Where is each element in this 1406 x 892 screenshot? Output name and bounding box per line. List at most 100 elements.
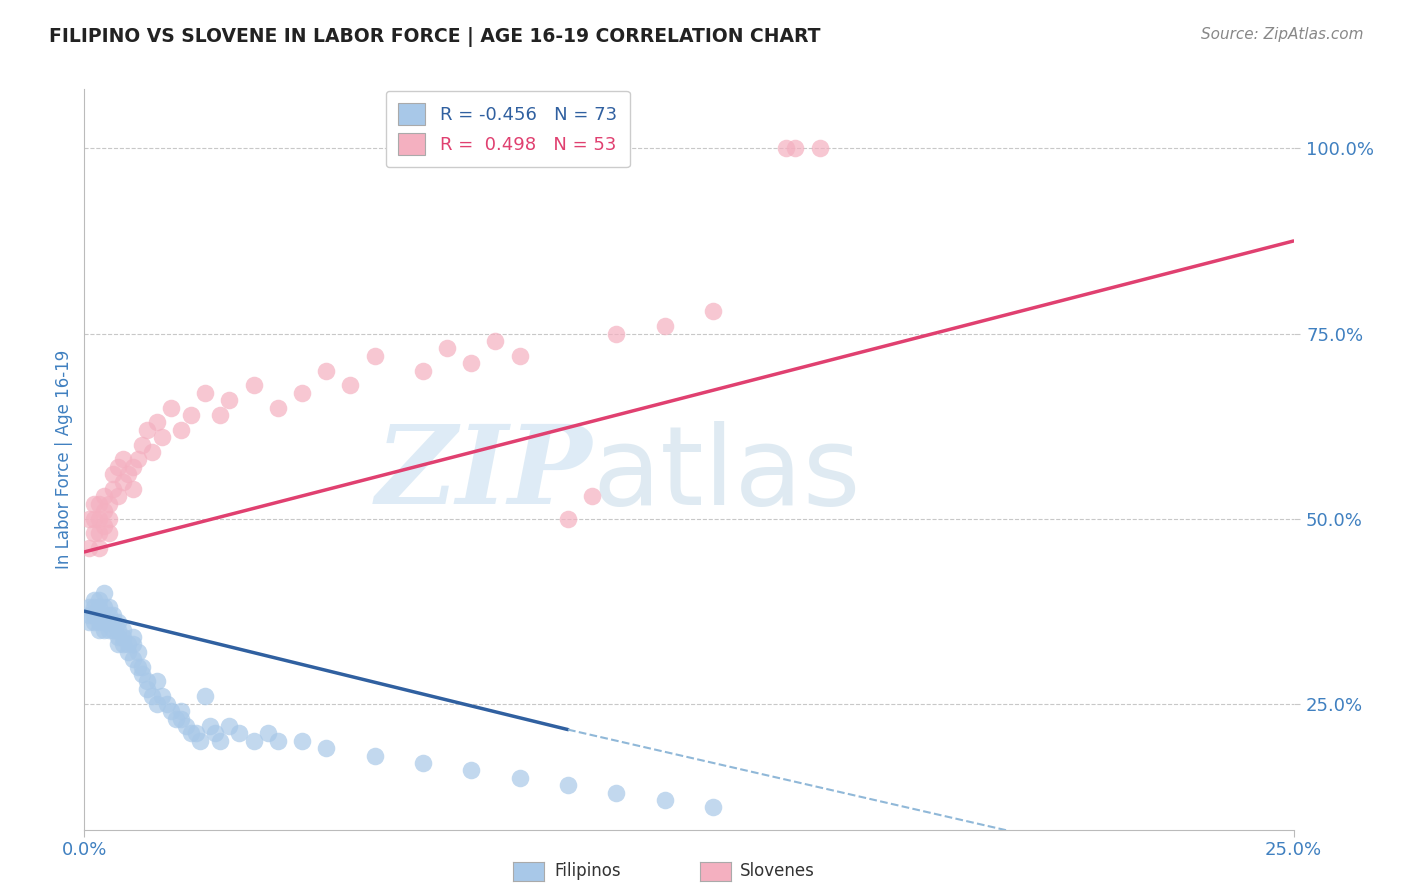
Point [103, 607, 125, 622]
Point [170, 704, 193, 718]
Point [83, 593, 105, 607]
Point [83, 607, 105, 622]
Point [112, 623, 135, 637]
Point [557, 511, 579, 525]
Point [174, 719, 197, 733]
Text: Filipinos: Filipinos [554, 863, 620, 880]
Point [204, 726, 226, 740]
Point [291, 733, 314, 747]
Point [785, 141, 807, 155]
Point [605, 786, 627, 800]
Point [112, 452, 135, 467]
Point [339, 378, 361, 392]
Point [654, 319, 676, 334]
Point [775, 141, 797, 155]
Point [150, 430, 173, 444]
Point [87, 511, 110, 525]
Point [103, 623, 125, 637]
Point [97, 511, 120, 525]
Point [93, 504, 115, 518]
Point [103, 482, 125, 496]
Point [460, 764, 482, 778]
Point [103, 615, 125, 630]
Text: ZIP: ZIP [375, 420, 592, 528]
Point [146, 674, 169, 689]
Point [136, 681, 159, 696]
Point [97, 607, 120, 622]
Point [146, 415, 169, 429]
Point [141, 445, 163, 459]
Text: Slovenes: Slovenes [740, 863, 814, 880]
Point [242, 733, 264, 747]
Point [107, 615, 129, 630]
Point [83, 526, 105, 541]
Point [87, 497, 110, 511]
Point [160, 704, 183, 718]
Point [107, 489, 129, 503]
Point [228, 726, 250, 740]
Point [218, 719, 240, 733]
Point [436, 341, 458, 355]
Point [267, 733, 290, 747]
Point [363, 349, 385, 363]
Point [83, 615, 105, 630]
Point [112, 637, 135, 651]
Point [131, 659, 153, 673]
Point [121, 630, 143, 644]
Point [93, 615, 115, 630]
Point [484, 334, 506, 348]
Point [117, 467, 139, 482]
Point [257, 726, 280, 740]
Point [412, 756, 434, 770]
Point [198, 719, 221, 733]
Point [127, 452, 149, 467]
Point [208, 408, 231, 422]
Point [127, 659, 149, 673]
Point [107, 459, 129, 474]
Point [83, 600, 105, 615]
Point [97, 497, 120, 511]
Point [509, 771, 531, 785]
Point [180, 408, 202, 422]
Point [170, 423, 193, 437]
Point [267, 401, 290, 415]
Point [180, 726, 202, 740]
Text: FILIPINO VS SLOVENE IN LABOR FORCE | AGE 16-19 CORRELATION CHART: FILIPINO VS SLOVENE IN LABOR FORCE | AGE… [49, 27, 821, 46]
Point [165, 712, 187, 726]
Point [93, 623, 115, 637]
Point [808, 141, 831, 155]
Point [107, 623, 129, 637]
Point [87, 623, 110, 637]
Point [131, 437, 153, 451]
Point [141, 690, 163, 704]
Point [87, 615, 110, 630]
Point [121, 652, 143, 666]
Point [112, 630, 135, 644]
Point [93, 489, 115, 503]
Point [160, 401, 183, 415]
Point [146, 697, 169, 711]
Point [112, 475, 135, 489]
Point [194, 385, 217, 400]
Legend: R = -0.456   N = 73, R =  0.498   N = 53: R = -0.456 N = 73, R = 0.498 N = 53 [385, 91, 630, 168]
Point [315, 741, 337, 756]
Point [150, 690, 173, 704]
Point [315, 363, 337, 377]
Point [131, 667, 153, 681]
Point [291, 385, 314, 400]
Point [702, 304, 724, 318]
Point [190, 733, 212, 747]
Point [107, 630, 129, 644]
Point [136, 423, 159, 437]
Y-axis label: In Labor Force | Age 16-19: In Labor Force | Age 16-19 [55, 350, 73, 569]
Point [107, 637, 129, 651]
Point [460, 356, 482, 370]
Point [702, 800, 724, 814]
Point [170, 712, 193, 726]
Point [184, 726, 207, 740]
Point [93, 519, 115, 533]
Point [83, 497, 105, 511]
Point [121, 637, 143, 651]
Point [93, 585, 115, 599]
Point [127, 645, 149, 659]
